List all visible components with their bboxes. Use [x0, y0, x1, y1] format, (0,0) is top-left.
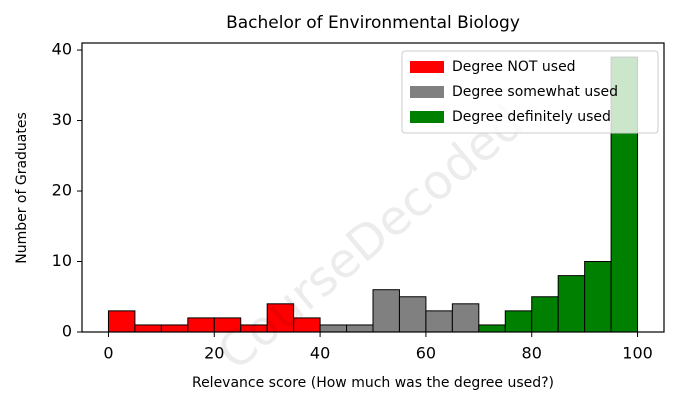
bar: [504, 310, 533, 333]
bar: [478, 324, 506, 333]
watermark: CourseDecoded: [207, 94, 534, 381]
bar: [451, 303, 480, 333]
legend-swatch: [410, 111, 444, 123]
bar: [425, 310, 453, 333]
bar: [187, 317, 215, 333]
bar: [160, 324, 189, 333]
bar: [346, 324, 374, 333]
bar: [531, 296, 559, 333]
y-tick-label: 10: [52, 251, 72, 270]
legend-label: Degree NOT used: [452, 59, 576, 75]
x-tick-label: 20: [204, 344, 224, 363]
chart-title: Bachelor of Environmental Biology: [226, 13, 520, 33]
x-axis-label: Relevance score (How much was the degree…: [192, 375, 554, 391]
bar: [107, 310, 136, 333]
x-tick-label: 40: [310, 344, 330, 363]
legend-swatch: [410, 86, 444, 98]
bar: [584, 261, 612, 333]
legend-swatch: [410, 61, 444, 73]
y-tick-label: 30: [52, 110, 72, 129]
bar: [398, 296, 427, 333]
x-tick-label: 60: [416, 344, 436, 363]
x-tick-label: 100: [622, 344, 653, 363]
bar: [557, 275, 586, 333]
x-tick-label: 80: [522, 344, 542, 363]
y-tick-label: 40: [52, 40, 72, 59]
legend-label: Degree somewhat used: [452, 84, 618, 100]
legend-box: [401, 50, 659, 134]
bar: [372, 289, 400, 333]
plot-frame: [81, 42, 665, 333]
bar: [319, 324, 348, 333]
y-axis-label: Number of Graduates: [14, 112, 30, 264]
y-tick-label: 0: [62, 322, 72, 341]
y-tick-label: 20: [52, 181, 72, 200]
x-tick-label: 0: [103, 344, 113, 363]
bar: [134, 324, 162, 333]
legend-label: Degree definitely used: [452, 109, 611, 125]
